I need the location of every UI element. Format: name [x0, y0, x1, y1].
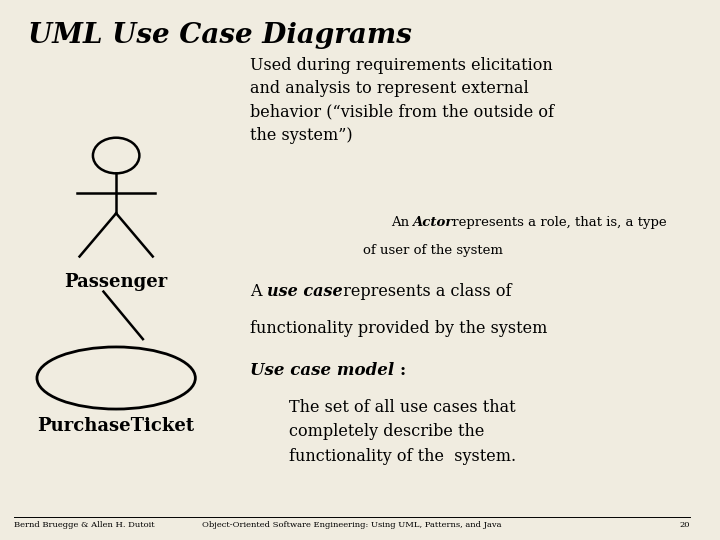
- Text: represents a role, that is, a type: represents a role, that is, a type: [449, 216, 667, 229]
- Text: Passenger: Passenger: [65, 273, 168, 291]
- Text: Bernd Bruegge & Allen H. Dutoit: Bernd Bruegge & Allen H. Dutoit: [14, 521, 155, 529]
- Text: functionality provided by the system: functionality provided by the system: [250, 320, 547, 337]
- Text: The set of all use cases that
completely describe the
functionality of the  syst: The set of all use cases that completely…: [289, 399, 516, 465]
- Text: Actor: Actor: [412, 216, 452, 229]
- Text: represents a class of: represents a class of: [338, 284, 511, 300]
- Text: Used during requirements elicitation
and analysis to represent external
behavior: Used during requirements elicitation and…: [250, 57, 554, 144]
- Text: A: A: [250, 284, 266, 300]
- Text: use case: use case: [267, 284, 343, 300]
- Text: UML Use Case Diagrams: UML Use Case Diagrams: [28, 22, 412, 49]
- Text: PurchaseTicket: PurchaseTicket: [37, 417, 194, 435]
- Text: 20: 20: [680, 521, 690, 529]
- Text: Object-Oriented Software Engineering: Using UML, Patterns, and Java: Object-Oriented Software Engineering: Us…: [202, 521, 502, 529]
- Text: Use case model: Use case model: [250, 362, 394, 379]
- Text: An: An: [391, 216, 413, 229]
- Text: :: :: [400, 362, 406, 379]
- Text: of user of the system: of user of the system: [363, 244, 503, 257]
